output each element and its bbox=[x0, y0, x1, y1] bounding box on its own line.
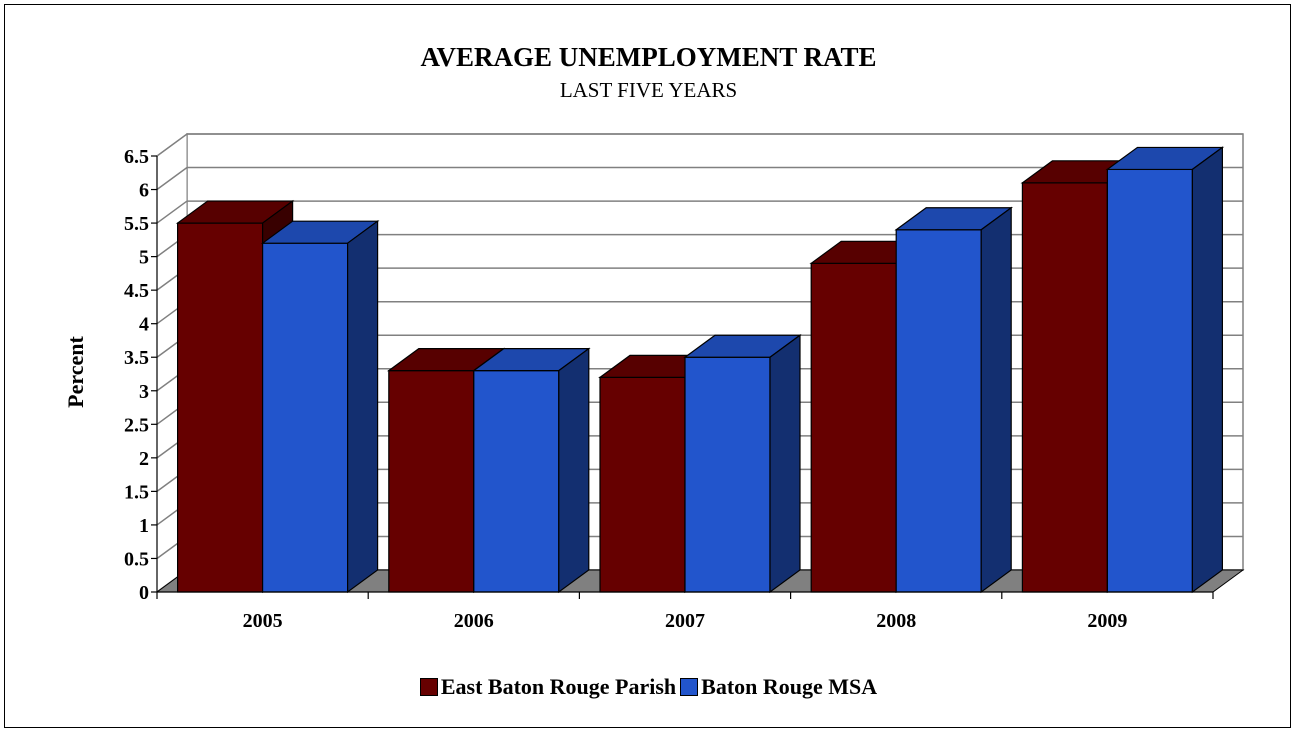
legend-item-parish: East Baton Rouge Parish bbox=[419, 674, 677, 700]
legend-swatch-msa bbox=[680, 678, 699, 696]
bar-front bbox=[473, 370, 560, 593]
x-tick-label: 2008 bbox=[876, 610, 916, 632]
bar bbox=[260, 220, 380, 594]
x-tick-label: 2007 bbox=[665, 610, 705, 632]
bar-front bbox=[262, 242, 349, 593]
chart-subtitle: LAST FIVE YEARS bbox=[559, 78, 738, 102]
legend-label-parish: East Baton Rouge Parish bbox=[440, 674, 677, 699]
gridline bbox=[156, 200, 1243, 224]
bar-front bbox=[1106, 168, 1194, 593]
gridline bbox=[156, 133, 1243, 157]
bar-front bbox=[177, 222, 264, 593]
bar-side bbox=[980, 206, 1012, 594]
y-tick-label: 3 bbox=[139, 381, 149, 403]
y-tick-label: 1 bbox=[139, 515, 149, 537]
bar-side bbox=[347, 220, 379, 594]
y-tick-label: 0.5 bbox=[124, 548, 149, 570]
y-tick-label: 4 bbox=[139, 314, 149, 336]
bar-side bbox=[769, 334, 801, 594]
bar-front bbox=[388, 370, 475, 593]
y-tick-label: 1.5 bbox=[124, 481, 149, 503]
x-tick-label: 2009 bbox=[1087, 610, 1127, 632]
y-axis-label: Percent bbox=[63, 336, 88, 408]
y-tick-label: 2 bbox=[139, 448, 149, 470]
y-tick-label: 6 bbox=[139, 180, 149, 202]
bar bbox=[683, 334, 802, 594]
bar-side bbox=[1191, 146, 1224, 594]
bar-front bbox=[810, 262, 897, 593]
bar bbox=[1105, 146, 1225, 594]
y-tick-label: 5.5 bbox=[124, 213, 149, 235]
chart-title: AVERAGE UNEMPLOYMENT RATE bbox=[420, 42, 877, 72]
bar-front bbox=[684, 356, 771, 593]
legend-label-msa: Baton Rouge MSA bbox=[701, 674, 878, 699]
x-tick-label: 2006 bbox=[454, 610, 494, 632]
legend-swatch-parish bbox=[419, 678, 438, 696]
legend: East Baton Rouge Parish Baton Rouge MSA bbox=[0, 674, 1297, 700]
y-tick-label: 4.5 bbox=[124, 280, 149, 302]
x-tick-label: 2005 bbox=[243, 610, 283, 632]
bar bbox=[471, 347, 591, 594]
bar-front bbox=[599, 376, 686, 593]
bar-front bbox=[1021, 182, 1109, 593]
y-tick-label: 6.5 bbox=[124, 146, 149, 168]
y-tick-label: 5 bbox=[139, 247, 149, 269]
bar-front bbox=[895, 229, 982, 593]
y-tick-label: 3.5 bbox=[124, 347, 149, 369]
y-tick-label: 0 bbox=[139, 582, 149, 604]
bar bbox=[894, 206, 1014, 594]
bar-side bbox=[558, 347, 590, 594]
gridline bbox=[156, 166, 1243, 191]
legend-item-msa: Baton Rouge MSA bbox=[680, 674, 877, 700]
y-tick-label: 2.5 bbox=[124, 414, 149, 436]
